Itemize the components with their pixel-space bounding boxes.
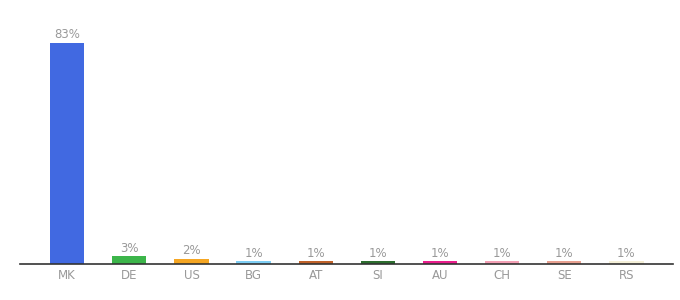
Text: 1%: 1% xyxy=(493,247,511,260)
Text: 1%: 1% xyxy=(244,247,263,260)
Text: 1%: 1% xyxy=(555,247,574,260)
Text: 3%: 3% xyxy=(120,242,139,255)
Bar xyxy=(609,261,643,264)
Bar xyxy=(112,256,146,264)
Bar xyxy=(485,261,520,264)
Text: 1%: 1% xyxy=(307,247,325,260)
Text: 2%: 2% xyxy=(182,244,201,257)
Text: 1%: 1% xyxy=(617,247,636,260)
Text: 1%: 1% xyxy=(369,247,387,260)
Bar xyxy=(174,259,209,264)
Text: 83%: 83% xyxy=(54,28,80,41)
Bar xyxy=(299,261,333,264)
Bar xyxy=(50,43,84,264)
Bar xyxy=(423,261,457,264)
Bar xyxy=(547,261,581,264)
Bar xyxy=(361,261,395,264)
Bar xyxy=(237,261,271,264)
Text: 1%: 1% xyxy=(430,247,449,260)
